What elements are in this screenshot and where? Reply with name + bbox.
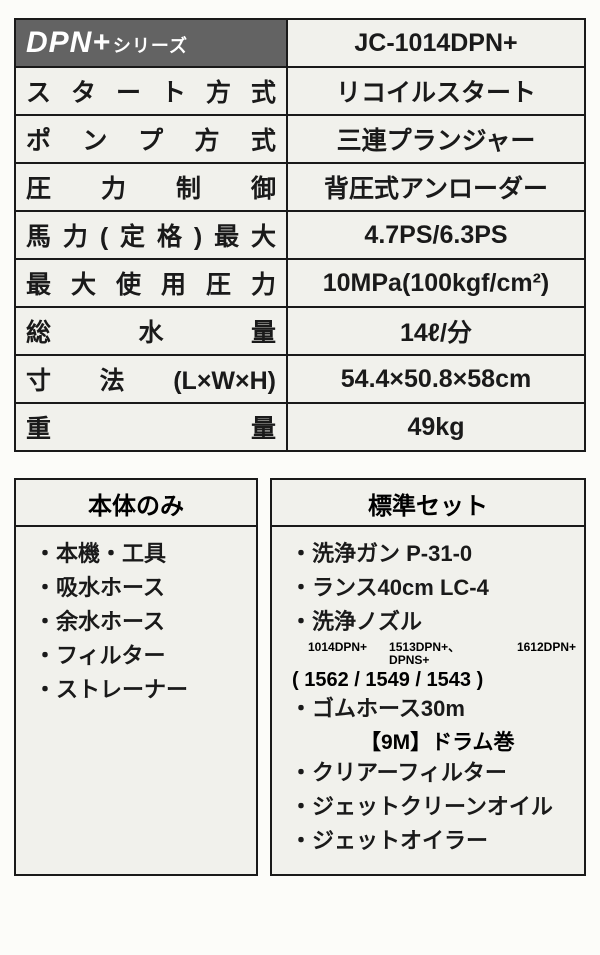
spec-label: 馬力(定格)最大 — [15, 211, 287, 259]
spec-label: 最大使用圧力 — [15, 259, 287, 307]
spec-label: 圧力制御 — [15, 163, 287, 211]
unit-only-body: ・本機・工具 ・吸水ホース ・余水ホース ・フィルター ・ストレーナー — [16, 527, 256, 723]
nozzle-note: 1014DPN+ — [308, 641, 367, 667]
list-item: ・吸水ホース — [34, 571, 248, 605]
hose-subline: 【9M】ドラム巻 — [290, 726, 576, 756]
list-item: ・ストレーナー — [34, 673, 248, 707]
spec-value: 14ℓ/分 — [287, 307, 585, 355]
spec-value: 54.4×50.8×58cm — [287, 355, 585, 403]
spec-label: 重量 — [15, 403, 287, 451]
spec-label: 寸法(L×W×H) — [15, 355, 287, 403]
list-item: ・余水ホース — [34, 605, 248, 639]
spec-label: スタート方式 — [15, 67, 287, 115]
list-item: ・ジェットクリーンオイル — [290, 790, 576, 824]
list-item: ・洗浄ガン P-31-0 — [290, 537, 576, 571]
nozzle-values: ( 1562 / 1549 / 1543 ) — [290, 669, 576, 692]
spec-value: 4.7PS/6.3PS — [287, 211, 585, 259]
list-item: ・洗浄ノズル — [290, 605, 576, 639]
model-cell: JC-1014DPN+ — [287, 19, 585, 67]
series-header-cell: DPN+シリーズ — [15, 19, 287, 67]
spec-value: 10MPa(100kgf/cm²) — [287, 259, 585, 307]
spec-value: 背圧式アンローダー — [287, 163, 585, 211]
standard-set-box: 標準セット ・洗浄ガン P-31-0 ・ランス40cm LC-4 ・洗浄ノズル … — [270, 478, 586, 876]
list-item: ・ジェットオイラー — [290, 824, 576, 858]
list-item: ・ランス40cm LC-4 — [290, 571, 576, 605]
spec-value: 49kg — [287, 403, 585, 451]
spec-table: DPN+シリーズ JC-1014DPN+ スタート方式リコイルスタート ポンプ方… — [14, 18, 586, 452]
nozzle-note: 1612DPN+ — [517, 641, 576, 667]
unit-only-box: 本体のみ ・本機・工具 ・吸水ホース ・余水ホース ・フィルター ・ストレーナー — [14, 478, 258, 876]
standard-set-body: ・洗浄ガン P-31-0 ・ランス40cm LC-4 ・洗浄ノズル 1014DP… — [272, 527, 584, 874]
standard-set-title: 標準セット — [272, 480, 584, 527]
lower-boxes-row: 本体のみ ・本機・工具 ・吸水ホース ・余水ホース ・フィルター ・ストレーナー… — [14, 478, 586, 876]
series-name: DPN+ — [26, 26, 111, 59]
list-item: ・フィルター — [34, 639, 248, 673]
nozzle-subnote-row: 1014DPN+ 1513DPN+、DPNS+ 1612DPN+ — [290, 641, 576, 667]
spec-label: ポンプ方式 — [15, 115, 287, 163]
list-item: ・ゴムホース30m — [290, 692, 576, 726]
series-suffix: シリーズ — [113, 36, 188, 56]
unit-only-title: 本体のみ — [16, 480, 256, 527]
spec-label: 総水量 — [15, 307, 287, 355]
list-item: ・クリアーフィルター — [290, 756, 576, 790]
spec-value: 三連プランジャー — [287, 115, 585, 163]
nozzle-note: 1513DPN+、DPNS+ — [389, 641, 495, 667]
spec-value: リコイルスタート — [287, 67, 585, 115]
list-item: ・本機・工具 — [34, 537, 248, 571]
